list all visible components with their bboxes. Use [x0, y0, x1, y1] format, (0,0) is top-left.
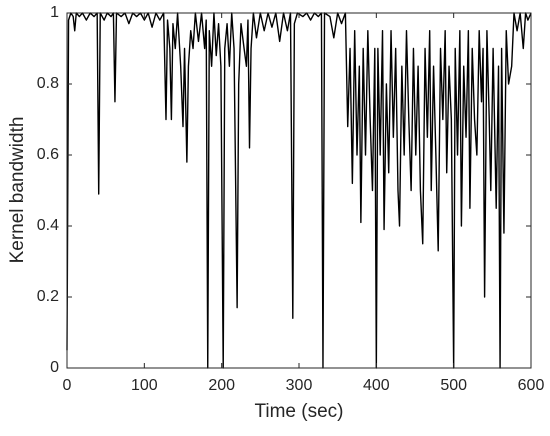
x-tick-label: 500 — [440, 377, 467, 394]
y-tick-label: 0.4 — [37, 217, 59, 234]
x-tick-label: 0 — [63, 377, 72, 394]
x-tick-label: 300 — [286, 377, 313, 394]
x-tick-label: 200 — [208, 377, 235, 394]
y-tick-label: 0.2 — [37, 288, 59, 305]
data-line — [66, 12, 532, 369]
y-tick-label: 1 — [50, 4, 59, 21]
x-axis-label: Time (sec) — [254, 401, 343, 422]
x-tick-label: 600 — [518, 377, 545, 394]
x-tick-label: 100 — [131, 377, 158, 394]
y-tick-label: 0.8 — [37, 75, 59, 92]
y-tick-label: 0.6 — [37, 146, 59, 163]
x-tick-label: 400 — [363, 377, 390, 394]
y-tick-label: 0 — [50, 359, 59, 376]
y-axis-label: Kernel bandwidth — [7, 117, 28, 264]
